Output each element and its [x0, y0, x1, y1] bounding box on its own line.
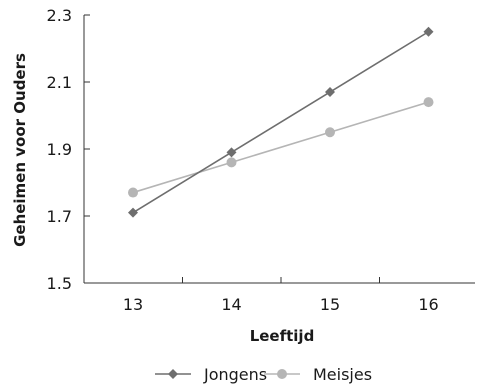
y-ticks: 1.5 1.7 1.9 2.1 2.3: [47, 6, 90, 293]
y-tick-label: 1.7: [47, 207, 72, 226]
axes: [83, 15, 475, 284]
data-point: [423, 97, 434, 108]
legend-label: Jongens: [203, 365, 267, 384]
data-point: [325, 87, 335, 98]
legend-label: Meisjes: [313, 365, 372, 384]
x-ticks: 13 14 15 16: [83, 277, 439, 314]
legend-marker: [277, 369, 287, 379]
x-tick-label: 15: [320, 295, 340, 314]
x-tick-label: 14: [221, 295, 241, 314]
data-point: [226, 157, 237, 168]
series-jongens: [128, 26, 434, 218]
y-tick-label: 1.9: [47, 140, 72, 159]
x-tick-label: 13: [123, 295, 143, 314]
legend: Jongens Meisjes: [155, 365, 372, 384]
series-line: [132, 31, 429, 214]
y-axis-title: Geheimen voor Ouders: [11, 53, 29, 247]
data-point: [128, 207, 138, 218]
series-meisjes: [128, 97, 434, 198]
y-tick-label: 2.1: [47, 73, 72, 92]
legend-marker: [168, 369, 178, 379]
data-point: [128, 187, 138, 198]
series-line: [132, 101, 429, 194]
y-tick-label: 1.5: [47, 274, 72, 293]
legend-item-meisjes: Meisjes: [264, 365, 372, 384]
legend-item-jongens: Jongens: [155, 365, 267, 384]
x-tick-label: 16: [418, 295, 438, 314]
series-layer: [128, 26, 434, 218]
data-point: [423, 26, 434, 37]
data-point: [325, 127, 335, 138]
x-axis-title: Leeftijd: [250, 327, 315, 345]
y-tick-label: 2.3: [47, 6, 72, 25]
data-point: [226, 147, 237, 158]
